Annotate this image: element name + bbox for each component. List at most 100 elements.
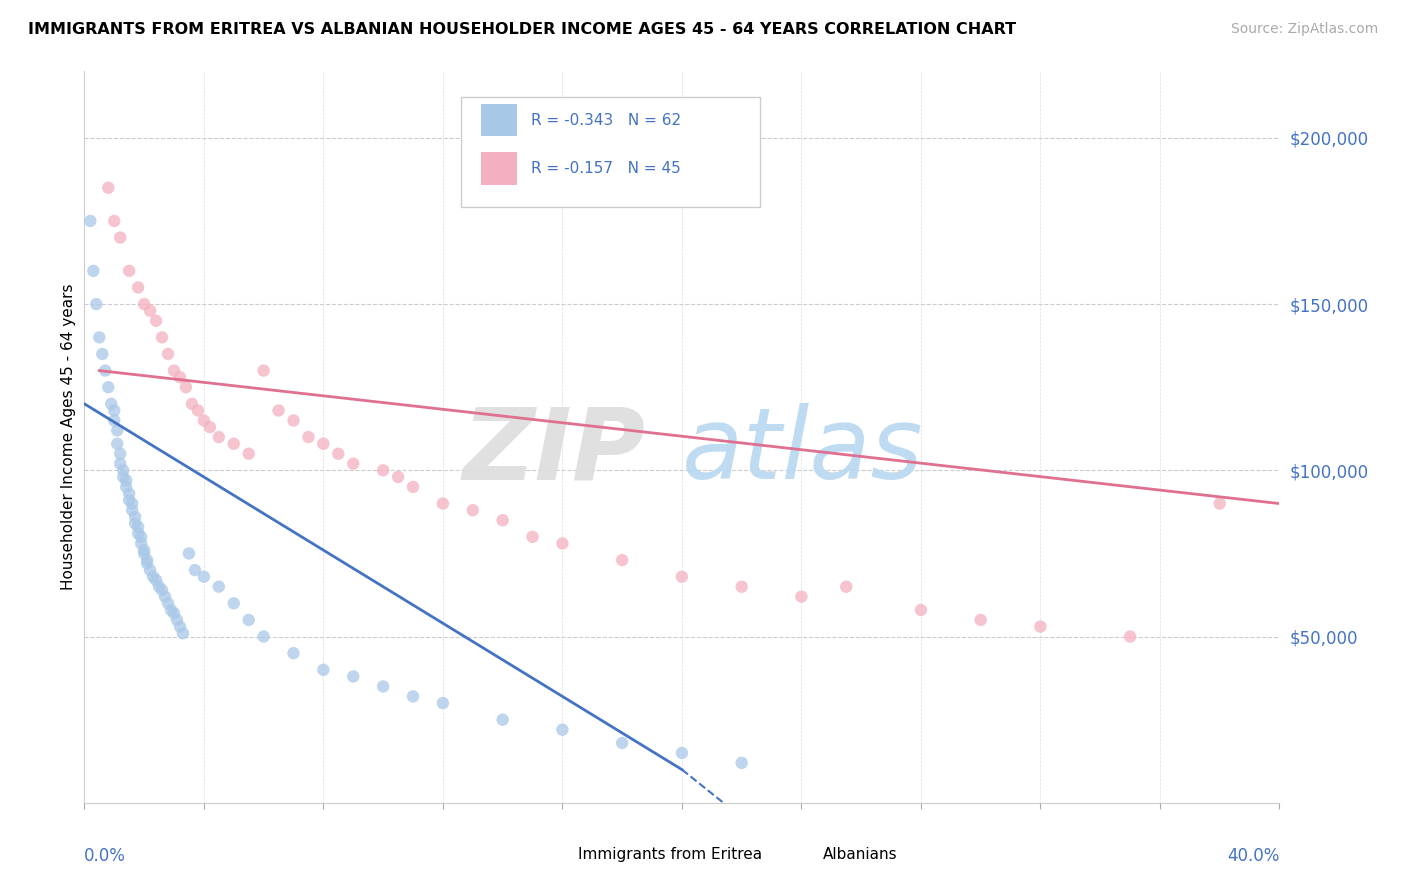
Point xyxy=(118,493,141,508)
Point xyxy=(373,680,395,694)
Point xyxy=(157,347,180,361)
Point xyxy=(193,570,215,584)
Point xyxy=(461,503,484,517)
Point xyxy=(160,603,183,617)
Point xyxy=(142,570,165,584)
FancyBboxPatch shape xyxy=(481,103,517,136)
Point xyxy=(1119,630,1142,644)
Point xyxy=(253,363,276,377)
Point xyxy=(105,436,128,450)
Point xyxy=(124,509,146,524)
Point xyxy=(139,563,162,577)
Point xyxy=(373,463,395,477)
Point xyxy=(283,413,305,427)
Point xyxy=(110,447,132,461)
Point xyxy=(103,413,125,427)
Point xyxy=(124,516,146,531)
Text: Source: ZipAtlas.com: Source: ZipAtlas.com xyxy=(1230,22,1378,37)
Point xyxy=(110,230,132,244)
Point xyxy=(174,380,197,394)
Point xyxy=(492,513,515,527)
Point xyxy=(115,480,138,494)
Point xyxy=(267,403,290,417)
Point xyxy=(169,619,191,633)
Text: IMMIGRANTS FROM ERITREA VS ALBANIAN HOUSEHOLDER INCOME AGES 45 - 64 YEARS CORREL: IMMIGRANTS FROM ERITREA VS ALBANIAN HOUS… xyxy=(28,22,1017,37)
Point xyxy=(184,563,207,577)
Point xyxy=(112,463,135,477)
Point xyxy=(94,363,117,377)
Point xyxy=(492,713,515,727)
Point xyxy=(79,214,101,228)
Point xyxy=(731,580,754,594)
Point xyxy=(283,646,305,660)
Point xyxy=(163,363,186,377)
Point xyxy=(612,736,634,750)
Point xyxy=(222,596,245,610)
Text: 40.0%: 40.0% xyxy=(1227,847,1279,864)
Point xyxy=(402,690,425,704)
Point xyxy=(91,347,114,361)
Text: R = -0.157   N = 45: R = -0.157 N = 45 xyxy=(531,161,681,176)
Point xyxy=(105,424,128,438)
Point xyxy=(910,603,932,617)
Point xyxy=(238,447,260,461)
Point xyxy=(115,473,138,487)
Point xyxy=(522,530,544,544)
Point xyxy=(148,580,170,594)
Point xyxy=(181,397,204,411)
Point xyxy=(145,573,167,587)
Point xyxy=(89,330,111,344)
Text: R = -0.343   N = 62: R = -0.343 N = 62 xyxy=(531,112,682,128)
Point xyxy=(132,546,156,560)
Point xyxy=(297,430,319,444)
Point xyxy=(312,663,335,677)
Point xyxy=(671,570,693,584)
Point xyxy=(342,457,364,471)
Point xyxy=(82,264,104,278)
Point xyxy=(208,430,231,444)
Point xyxy=(129,536,152,550)
Point xyxy=(118,264,141,278)
Point xyxy=(222,436,245,450)
Point xyxy=(1209,497,1232,511)
Point xyxy=(150,330,173,344)
Point xyxy=(163,607,186,621)
Point xyxy=(100,397,122,411)
Point xyxy=(790,590,813,604)
Point xyxy=(157,596,180,610)
Point xyxy=(132,543,156,558)
Point xyxy=(208,580,231,594)
FancyBboxPatch shape xyxy=(461,97,759,207)
Text: Albanians: Albanians xyxy=(823,847,897,862)
Text: atlas: atlas xyxy=(682,403,924,500)
Point xyxy=(432,696,454,710)
Point xyxy=(136,557,159,571)
Point xyxy=(612,553,634,567)
Point xyxy=(86,297,108,311)
Point xyxy=(97,380,120,394)
Text: 0.0%: 0.0% xyxy=(84,847,127,864)
Point xyxy=(169,370,191,384)
Point xyxy=(731,756,754,770)
Point xyxy=(193,413,215,427)
Point xyxy=(166,613,188,627)
Point xyxy=(145,314,167,328)
Point xyxy=(172,626,194,640)
Point xyxy=(312,436,335,450)
Point xyxy=(112,470,135,484)
FancyBboxPatch shape xyxy=(538,839,568,867)
Point xyxy=(103,403,125,417)
Point xyxy=(328,447,350,461)
Point xyxy=(177,546,200,560)
Point xyxy=(121,503,143,517)
Point xyxy=(97,180,120,194)
Point xyxy=(110,457,132,471)
Point xyxy=(127,526,149,541)
Point xyxy=(121,497,143,511)
Point xyxy=(136,553,159,567)
Point xyxy=(198,420,221,434)
Point xyxy=(1029,619,1052,633)
Point xyxy=(253,630,276,644)
Point xyxy=(150,582,173,597)
Point xyxy=(342,669,364,683)
